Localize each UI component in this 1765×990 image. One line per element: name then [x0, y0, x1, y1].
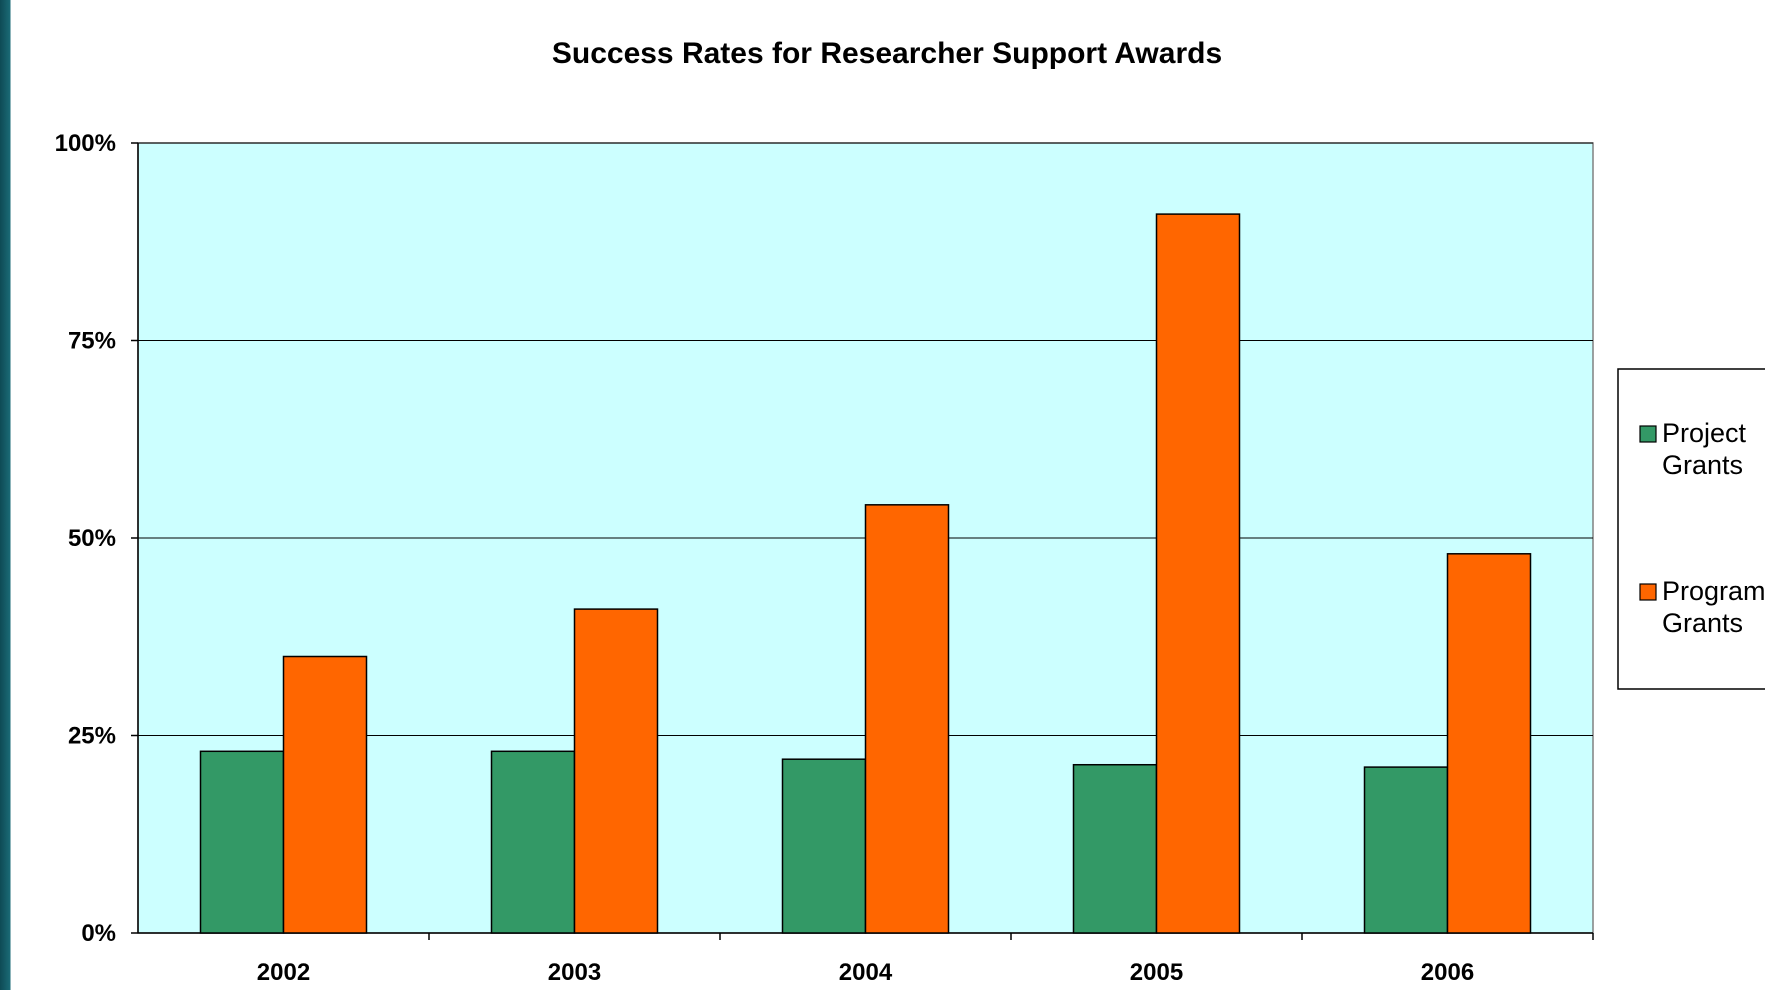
y-tick-label: 100%	[55, 130, 116, 157]
x-tick-label: 2006	[1421, 959, 1474, 986]
legend-label[interactable]: Project Grants	[1662, 418, 1747, 480]
x-tick-label: 2003	[548, 959, 601, 986]
bar-project-grants-2002[interactable]	[199, 750, 285, 934]
legend[interactable]: Project Grants Program Grants	[1617, 368, 1765, 690]
bar-chart: Success Rates for Researcher Support Awa…	[55, 37, 1765, 986]
chart-frame: Success Rates for Researcher Support Awa…	[11, 6, 1765, 990]
y-tick-label: 75%	[68, 328, 116, 355]
legend-box	[1617, 368, 1765, 690]
x-tick-label: 2005	[1130, 959, 1183, 986]
bar-program-grants-2006[interactable]	[1446, 553, 1532, 934]
bar-project-grants-2003[interactable]	[490, 750, 576, 934]
bar-program-grants-2002[interactable]	[282, 655, 368, 934]
legend-swatch	[1639, 583, 1657, 601]
bar-program-grants-2003[interactable]	[573, 608, 659, 934]
bar-program-grants-2005[interactable]	[1155, 213, 1241, 934]
legend-label[interactable]: Program Grants	[1662, 576, 1765, 638]
bar-project-grants-2005[interactable]	[1072, 763, 1158, 934]
x-tick-label: 2004	[839, 959, 893, 986]
legend-swatch	[1639, 425, 1657, 443]
y-tick-label: 25%	[68, 723, 116, 750]
bar-project-grants-2006[interactable]	[1363, 766, 1449, 934]
chart-title: Success Rates for Researcher Support Awa…	[552, 37, 1222, 70]
y-tick-label: 50%	[68, 525, 116, 552]
bar-program-grants-2004[interactable]	[864, 504, 950, 934]
bar-project-grants-2004[interactable]	[781, 758, 867, 934]
plot-area: 0% 25% 50% 75% 100% 2002 2003 2004 2005 2006	[55, 130, 1594, 986]
y-tick-label: 0%	[81, 920, 116, 947]
x-tick-label: 2002	[257, 959, 310, 986]
